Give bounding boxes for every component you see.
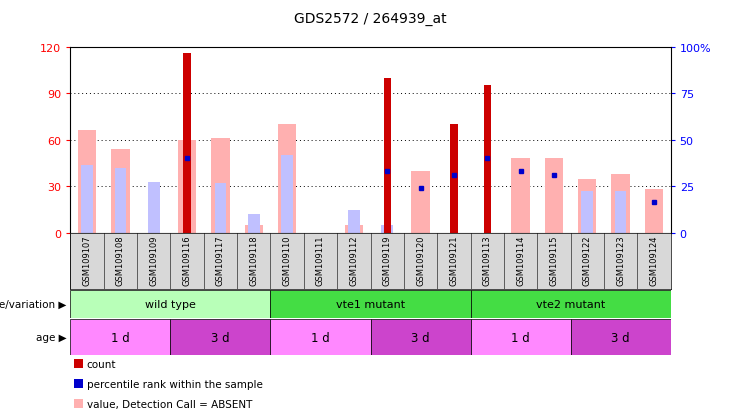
Bar [348,210,359,233]
Bar [582,192,593,233]
Text: GSM109119: GSM109119 [382,235,392,285]
Text: 1 d: 1 d [311,331,330,344]
Text: percentile rank within the sample: percentile rank within the sample [87,379,262,389]
Bar [245,225,263,233]
Bar [111,150,130,233]
Text: GSM109121: GSM109121 [449,235,459,285]
Text: wild type: wild type [145,299,196,309]
Text: 3 d: 3 d [211,331,230,344]
Bar [545,159,563,233]
Text: 1 d: 1 d [511,331,530,344]
Text: age ▶: age ▶ [36,332,67,342]
Text: GSM109117: GSM109117 [216,235,225,285]
Bar [248,215,259,233]
Text: GSM109111: GSM109111 [316,235,325,285]
Text: GSM109120: GSM109120 [416,235,425,285]
Bar [345,225,363,233]
Text: GSM109108: GSM109108 [116,235,125,285]
Bar [370,320,471,355]
Text: genotype/variation ▶: genotype/variation ▶ [0,299,67,309]
Text: GSM109118: GSM109118 [249,235,259,285]
Bar [571,320,671,355]
Bar [615,192,626,233]
Bar [82,165,93,233]
Bar [270,290,471,318]
Text: GSM109122: GSM109122 [582,235,592,285]
Bar [511,159,530,233]
Bar [270,320,370,355]
Bar [611,174,630,233]
Bar [215,184,226,233]
Text: 3 d: 3 d [611,331,630,344]
Bar [484,86,491,233]
Text: GSM109113: GSM109113 [482,235,492,285]
Text: count: count [87,359,116,369]
Bar [384,78,391,233]
Bar [148,182,159,233]
Text: value, Detection Call = ABSENT: value, Detection Call = ABSENT [87,399,252,409]
Text: 3 d: 3 d [411,331,430,344]
Bar [178,140,196,233]
Bar [70,320,170,355]
Bar [645,190,663,233]
Text: vte2 mutant: vte2 mutant [536,299,605,309]
Text: 1 d: 1 d [111,331,130,344]
Bar [471,320,571,355]
Text: GSM109114: GSM109114 [516,235,525,285]
Bar [471,290,671,318]
Bar [115,169,126,233]
Text: GSM109112: GSM109112 [349,235,359,285]
Text: vte1 mutant: vte1 mutant [336,299,405,309]
Bar [78,131,96,233]
Text: GSM109123: GSM109123 [616,235,625,285]
Text: GSM109115: GSM109115 [549,235,559,285]
Bar [278,125,296,233]
Bar [184,54,190,233]
Bar [70,290,270,318]
Bar [578,179,597,233]
Bar [282,156,293,233]
Bar [411,171,430,233]
Text: GSM109124: GSM109124 [649,235,659,285]
Text: GSM109107: GSM109107 [82,235,92,285]
Text: GDS2572 / 264939_at: GDS2572 / 264939_at [294,12,447,26]
Bar [451,125,457,233]
Bar [211,139,230,233]
Bar [170,320,270,355]
Text: GSM109110: GSM109110 [282,235,292,285]
Text: GSM109116: GSM109116 [182,235,192,285]
Bar [382,225,393,233]
Text: GSM109109: GSM109109 [149,235,159,285]
